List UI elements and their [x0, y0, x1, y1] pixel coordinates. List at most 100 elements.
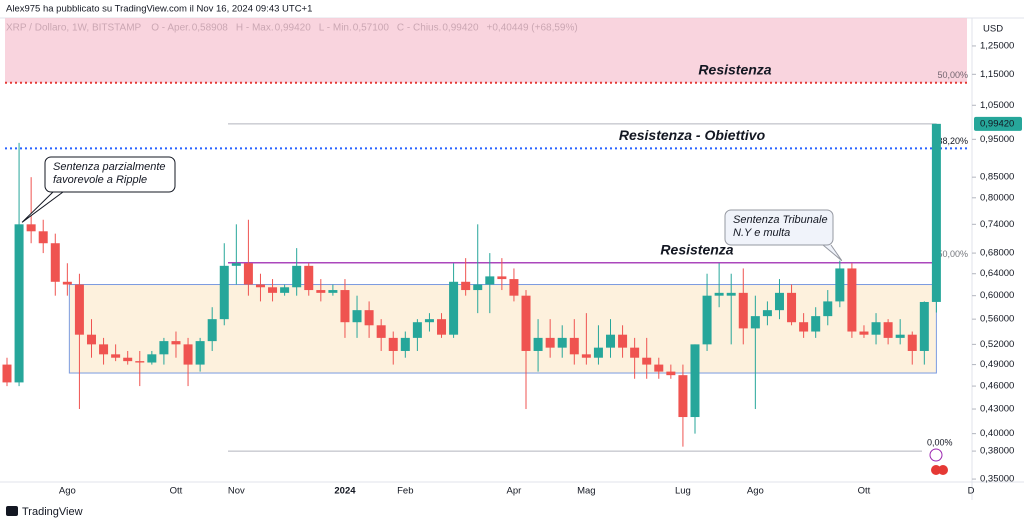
- y-tick-label: 1,15000: [980, 69, 1014, 80]
- callout-text: favorevole a Ripple: [53, 174, 147, 186]
- candle-body: [231, 263, 241, 266]
- candle-body: [352, 310, 362, 323]
- candle-body: [774, 292, 784, 311]
- candle-body: [268, 287, 278, 293]
- candle-body: [702, 295, 712, 345]
- callout-text: Sentenza Tribunale: [733, 214, 828, 226]
- x-tick-label: Ott: [858, 486, 871, 497]
- footer: TradingView: [6, 506, 83, 518]
- candle-body: [304, 265, 314, 291]
- candle-body: [340, 290, 350, 323]
- candle-body: [762, 310, 772, 317]
- candle-body: [714, 292, 724, 296]
- level-label: Resistenza - Obiettivo: [619, 127, 766, 143]
- candle-body: [883, 322, 893, 338]
- level-label: Resistenza: [698, 61, 771, 77]
- candle-body: [787, 292, 797, 323]
- y-tick-label: 0,56000: [980, 314, 1014, 325]
- y-tick-label: 0,35000: [980, 474, 1014, 485]
- x-tick-label: Mag: [577, 486, 595, 497]
- y-tick-label: 0,85000: [980, 172, 1014, 183]
- candle-body: [328, 290, 338, 293]
- fib-pct: 0,00%: [927, 437, 953, 447]
- candle-body: [726, 292, 736, 296]
- candle-body: [255, 284, 265, 288]
- candle-body: [521, 295, 531, 351]
- callout-box: [724, 209, 834, 246]
- candle-body: [666, 371, 676, 376]
- logo: [6, 506, 18, 516]
- candle-body: [111, 354, 121, 358]
- candle-body: [835, 268, 845, 302]
- candle-body: [690, 344, 700, 418]
- candle-body: [678, 375, 688, 418]
- candle-body: [859, 331, 869, 335]
- x-tick-label: Ago: [59, 486, 76, 497]
- candle-body: [461, 281, 471, 291]
- candle-body: [219, 265, 229, 320]
- x-tick-label: Apr: [507, 486, 522, 497]
- candle-body: [424, 319, 434, 323]
- x-tick-label: Nov: [228, 486, 245, 497]
- candle-body: [171, 341, 181, 345]
- candle-body: [533, 337, 543, 351]
- level-pct: 50,00%: [937, 70, 968, 80]
- candle-body: [630, 347, 640, 358]
- candle-body: [412, 322, 422, 338]
- candle-body: [99, 344, 109, 355]
- icon: [929, 448, 943, 462]
- candle-body: [135, 361, 145, 363]
- y-tick-label: 0,74000: [980, 219, 1014, 230]
- callout-text: Sentenza parzialmente: [53, 161, 166, 173]
- candle-body: [799, 322, 809, 332]
- candle-body: [243, 263, 253, 285]
- callout-box: [44, 156, 176, 193]
- candle-body: [292, 265, 302, 288]
- x-tick-label: Ott: [170, 486, 183, 497]
- candle-body: [74, 284, 84, 335]
- candle-body: [207, 319, 217, 342]
- candle-body: [811, 316, 821, 332]
- y-tick-label: 0,38000: [980, 446, 1014, 457]
- icon: [938, 465, 948, 475]
- level-label: Resistenza: [660, 241, 733, 257]
- candle-body: [895, 334, 905, 338]
- candle-body: [919, 301, 929, 351]
- candle-body: [497, 276, 507, 280]
- candle-body: [871, 322, 881, 335]
- candle-body: [86, 334, 96, 345]
- x-tick-label: Feb: [397, 486, 413, 497]
- y-tick-label: 0,40000: [980, 428, 1014, 439]
- currency: USD: [983, 24, 1003, 35]
- candle-body: [400, 337, 410, 351]
- candle-body: [931, 123, 941, 302]
- x-tick-label: 2024: [334, 486, 356, 497]
- candle-body: [147, 354, 157, 363]
- callout-text: N.Y e multa: [733, 227, 790, 239]
- price-tag: [974, 116, 1022, 131]
- y-tick-label: 0,80000: [980, 192, 1014, 203]
- candle-body: [376, 325, 386, 338]
- candle-body: [388, 337, 398, 351]
- candle-body: [26, 224, 36, 232]
- candle-body: [38, 231, 48, 244]
- candle-body: [437, 319, 447, 335]
- icon: [931, 465, 941, 475]
- y-tick-label: 0,95000: [980, 134, 1014, 145]
- candle-body: [642, 357, 652, 365]
- price-tag-label: 0,99420: [980, 118, 1014, 129]
- candle-body: [618, 334, 628, 348]
- candle-body: [62, 281, 72, 285]
- x-tick-label: D: [968, 486, 975, 497]
- candle-body: [123, 357, 133, 362]
- candle-body: [364, 310, 374, 326]
- candle-body: [569, 337, 579, 355]
- candle-body: [907, 334, 917, 351]
- candle-body: [183, 344, 193, 365]
- resistance-zone: [5, 18, 967, 83]
- candle-body: [473, 284, 483, 291]
- candle-body: [750, 316, 760, 329]
- candle-body: [159, 341, 169, 355]
- candle-body: [280, 287, 290, 293]
